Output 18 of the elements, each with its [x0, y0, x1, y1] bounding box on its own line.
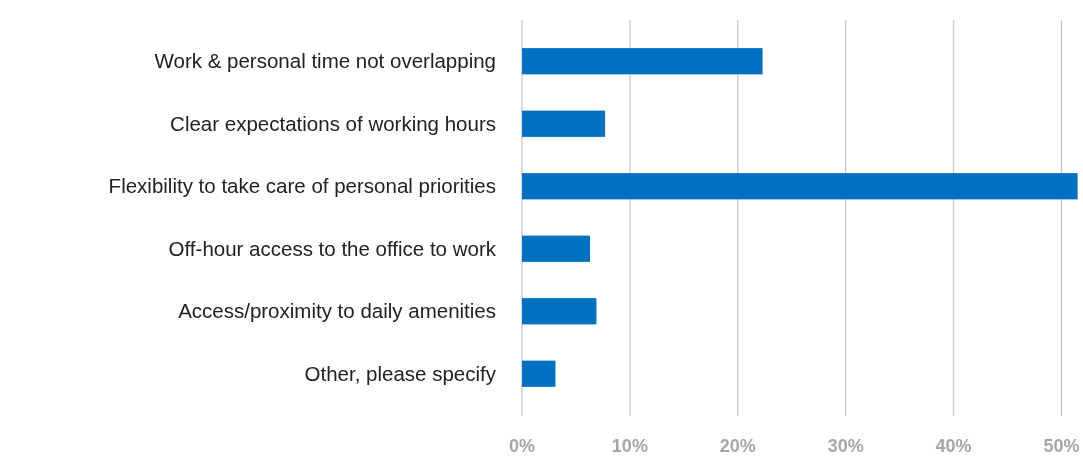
x-tick-label: 50% [1043, 436, 1080, 456]
bar [522, 360, 556, 387]
x-tick-label: 0% [508, 436, 536, 456]
y-tick-label: Access/proximity to daily amenities [178, 299, 496, 323]
x-tick-label: 40% [935, 436, 972, 456]
x-tick-label: 30% [827, 436, 864, 456]
y-tick-label: Flexibility to take care of personal priorities [108, 174, 496, 198]
x-tick-label: 10% [611, 436, 648, 456]
y-tick-label: Work & personal time not overlapping [154, 49, 496, 73]
bar [522, 235, 590, 262]
y-tick-label: Other, please specify [304, 361, 497, 385]
bar [522, 173, 1078, 200]
y-tick-label: Off-hour access to the office to work [168, 236, 497, 260]
x-tick-label: 20% [719, 436, 756, 456]
bar [522, 48, 763, 75]
y-tick-label: Clear expectations of working hours [170, 111, 496, 135]
bar [522, 298, 597, 325]
bar [522, 110, 606, 137]
